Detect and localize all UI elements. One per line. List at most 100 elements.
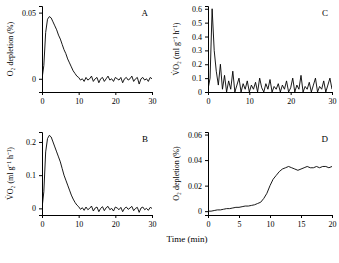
- y-tick-mark: [205, 186, 208, 187]
- y-tick-label: 0: [198, 88, 202, 97]
- panel-title: B: [142, 134, 148, 144]
- x-tick: 20: [112, 92, 120, 106]
- y-tick-label: 0.6: [192, 5, 202, 14]
- x-tick: 0: [41, 215, 45, 229]
- x-tick: 30: [329, 92, 337, 106]
- x-tick-label: 10: [75, 97, 83, 106]
- figure: 010203000.05AO₂ depletion (%)010203000.1…: [0, 0, 339, 263]
- x-axis: 0 5 10 15 20: [207, 215, 337, 229]
- x-tick-label: 0: [41, 97, 45, 106]
- y-tick-mark: [39, 79, 42, 80]
- y-tick-mark: [39, 175, 42, 176]
- x-tick: 10: [75, 215, 83, 229]
- x-tick-label: 10: [75, 220, 83, 229]
- y-tick-mark: [39, 13, 42, 14]
- panel-title: A: [142, 8, 149, 18]
- x-tick-label: 5: [238, 220, 242, 229]
- y-tick-label: 0.5: [192, 19, 202, 28]
- y-tick-mark: [205, 23, 208, 24]
- y-tick: 0.6: [192, 5, 208, 14]
- x-tick-mark: [332, 215, 333, 218]
- y-axis-line: [39, 133, 43, 216]
- y-tick: 0.1: [26, 171, 42, 180]
- y-tick: 0: [32, 204, 42, 213]
- x-tick: 10: [75, 92, 83, 106]
- x-axis-line: [209, 216, 333, 219]
- y-tick-mark: [205, 135, 208, 136]
- data-line: [42, 17, 152, 84]
- x-tick: 15: [298, 215, 306, 229]
- x-tick-label: 15: [298, 220, 306, 229]
- plot-area: [42, 135, 152, 212]
- x-tick-label: 20: [329, 220, 337, 229]
- y-tick-label: 0: [32, 204, 36, 213]
- x-tick-mark: [301, 215, 302, 218]
- y-tick-mark: [205, 78, 208, 79]
- x-tick-label: 30: [149, 97, 157, 106]
- x-tick-mark: [332, 92, 333, 95]
- plot-area: [208, 9, 332, 92]
- x-axis: 0 10 20 30: [41, 215, 157, 229]
- y-tick-mark: [205, 50, 208, 51]
- x-axis: 0102030: [207, 92, 337, 106]
- y-axis: 00.10.2: [26, 133, 43, 216]
- y-axis: 0 0.1 0.2 0.3 0.4 0.5 0.6: [192, 5, 209, 97]
- panel-title: D: [322, 134, 329, 144]
- panel: 0510152000.020.040.06DO₂ depletion (%): [172, 131, 337, 229]
- panel-title: C: [322, 8, 328, 18]
- x-tick: 0: [207, 215, 211, 229]
- y-tick: 0.5: [192, 19, 208, 28]
- y-tick-mark: [205, 211, 208, 212]
- x-tick: 20: [112, 215, 120, 229]
- x-tick: 30: [149, 215, 157, 229]
- x-tick-label: 20: [112, 97, 120, 106]
- x-tick-mark: [79, 215, 80, 218]
- x-axis: 0 10 20 30: [41, 92, 157, 106]
- x-tick: 0: [207, 92, 211, 106]
- y-tick: 0.1: [192, 74, 208, 83]
- y-tick: 0: [198, 88, 208, 97]
- y-tick-mark: [205, 37, 208, 38]
- data-line: [42, 135, 152, 212]
- y-tick: 0: [198, 207, 208, 216]
- x-tick-mark: [152, 92, 153, 95]
- x-tick-label: 10: [267, 220, 275, 229]
- x-tick-mark: [79, 92, 80, 95]
- y-tick-mark: [205, 160, 208, 161]
- y-tick-mark: [39, 142, 42, 143]
- x-tick: 20: [329, 215, 337, 229]
- x-axis-line: [43, 93, 153, 96]
- y-axis-line: [205, 7, 209, 93]
- y-axis: 00.05: [22, 7, 43, 93]
- y-tick: 0.3: [192, 46, 208, 55]
- x-tick-mark: [115, 92, 116, 95]
- y-axis-title: O₂ depletion (%): [6, 22, 15, 77]
- y-tick: 0.05: [22, 9, 42, 18]
- y-tick-label: 0.06: [188, 131, 202, 140]
- x-tick: 10: [267, 215, 275, 229]
- x-tick-label: 20: [112, 220, 120, 229]
- plot-area: [208, 166, 332, 211]
- x-axis-title: Time (min): [167, 234, 208, 244]
- y-axis-line: [205, 133, 209, 216]
- x-tick-label: 10: [246, 97, 254, 106]
- y-tick: 0.2: [192, 60, 208, 69]
- y-tick: 0.4: [192, 33, 208, 42]
- y-axis-title: V̇O₂ (ml g⁻¹ h⁻¹): [171, 22, 180, 75]
- panel: 010203000.05AO₂ depletion (%): [6, 7, 157, 106]
- x-tick-mark: [239, 215, 240, 218]
- x-tick-mark: [270, 215, 271, 218]
- x-tick-label: 0: [207, 97, 211, 106]
- panel: 010203000.10.20.30.40.50.6CV̇O₂ (ml g⁻¹ …: [171, 5, 336, 106]
- y-tick-label: 0.05: [22, 9, 36, 18]
- y-tick-mark: [205, 92, 208, 93]
- panel: 010203000.10.2BV̇O₂ (ml g⁻¹ h⁻¹)Time (mi…: [5, 133, 207, 245]
- y-tick-label: 0.02: [188, 182, 202, 191]
- x-tick-mark: [249, 92, 250, 95]
- plot-area: [42, 17, 152, 84]
- y-tick-label: 0: [32, 75, 36, 84]
- y-tick: 0.04: [188, 156, 208, 165]
- data-line: [208, 9, 332, 92]
- x-tick: 30: [149, 92, 157, 106]
- y-tick: 0.02: [188, 182, 208, 191]
